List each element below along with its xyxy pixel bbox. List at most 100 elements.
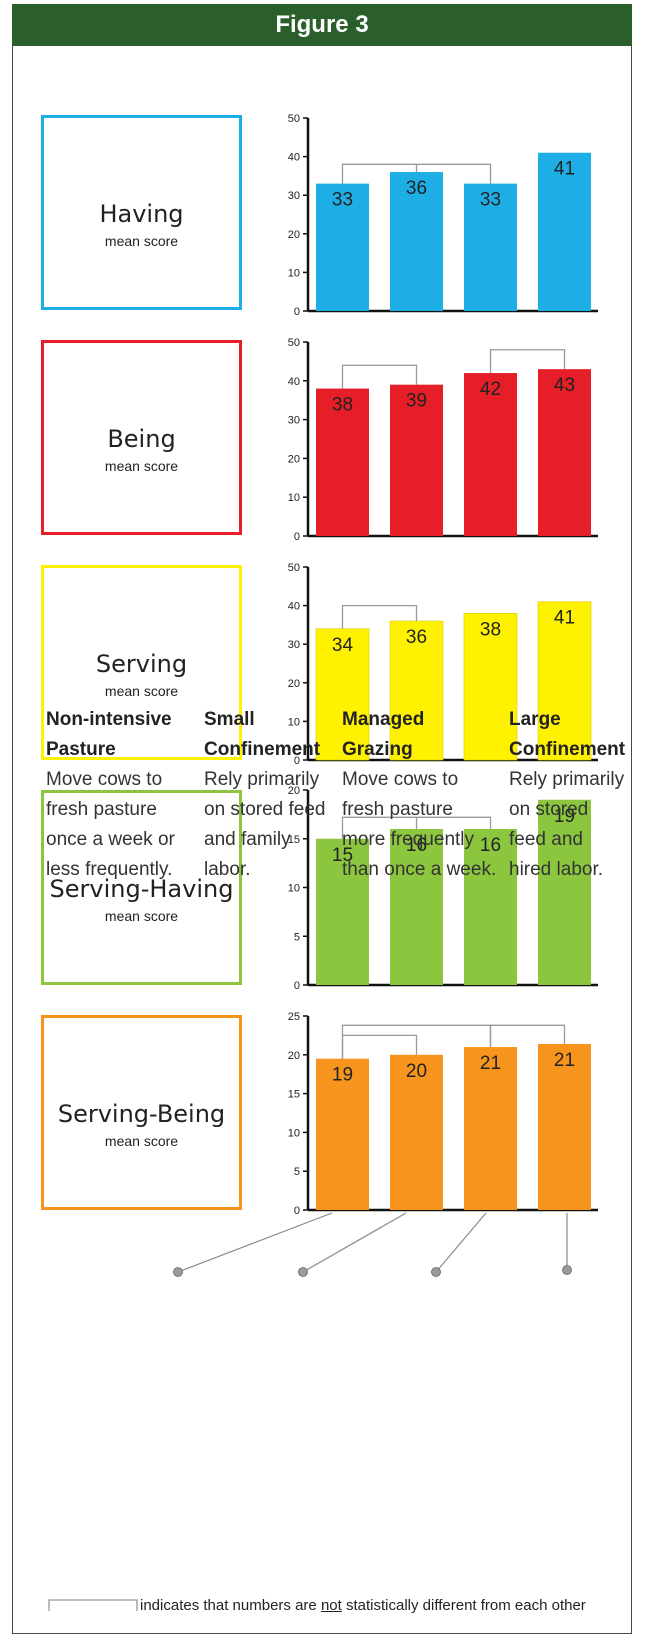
bar-value-label: 15 [332,845,353,866]
bar-value-label: 16 [406,835,427,856]
category-subtitle: mean score [104,683,179,699]
bar [464,373,517,536]
legend-desc-line: more frequently [342,829,475,850]
bar-value-label: 38 [480,619,501,640]
leader-line [177,1212,333,1273]
category-box-serving-having: Serving-Having mean score [41,790,242,985]
y-tick-label: 20 [288,453,300,465]
category-name: Serving [95,650,188,678]
legend-small-confinement: Small Confinement Rely primarily on stor… [204,705,325,885]
y-tick-label: 40 [288,601,300,613]
y-tick-label: 50 [288,337,300,349]
legend-desc-line: less frequently. [46,859,173,880]
bar [390,829,443,985]
category-name: Being [107,425,176,453]
legend-desc-line: feed and [509,829,583,850]
bar [316,1058,369,1210]
category-box-being: Being mean score [41,340,242,535]
bar-value-label: 21 [480,1053,501,1074]
bar-value-label: 39 [406,391,427,412]
y-tick-label: 0 [294,1205,300,1217]
legend-large-confinement: Large Confinement Rely primarily on stor… [509,705,625,885]
bar-value-label: 21 [554,1050,575,1071]
significance-bracket [341,604,418,629]
bar-value-label: 36 [406,178,427,199]
legend-desc-line: fresh pasture [46,799,157,820]
y-tick-label: 30 [288,190,300,202]
significance-bracket [489,349,566,374]
category-subtitle: mean score [104,233,179,249]
y-tick-label: 20 [288,785,300,797]
bar-value-label: 33 [332,190,353,211]
y-tick-label: 5 [294,931,300,943]
legend-desc-line: Rely primarily [204,769,320,790]
bar [538,799,591,985]
legend-title-line: Grazing [342,739,413,760]
bar-value-label: 43 [554,375,575,396]
y-tick-label: 0 [294,306,300,318]
bar [464,183,517,311]
y-tick-label: 0 [294,980,300,992]
category-subtitle: mean score [104,1133,179,1149]
bar [316,388,369,536]
legend-managed-grazing: Managed Grazing Move cows to fresh pastu… [342,705,496,885]
y-tick-label: 30 [288,415,300,427]
bar [538,1043,591,1210]
bar [537,601,592,761]
bar-value-label: 34 [332,635,354,656]
y-tick-label: 15 [288,1089,300,1101]
legend-desc-line: once a week or [46,829,175,850]
leader-line [435,1212,487,1273]
bar [463,613,518,761]
bar [390,172,443,311]
leader-line [302,1212,407,1273]
note-text-pre: indicates that numbers are [140,1597,321,1614]
note-text-underlined: not [320,1597,342,1614]
legend-title-line: Non-intensive [46,709,172,730]
bar-value-label: 19 [554,806,575,827]
legend-desc-line: on stored feed [204,799,326,820]
y-tick-label: 10 [288,883,300,895]
bar [315,628,370,761]
legend-desc-line: on stored [509,799,589,820]
legend-title-line: Small [204,709,255,730]
y-tick-label: 20 [288,229,300,241]
bar [316,183,369,311]
legend-desc-line: Move cows to [342,769,459,790]
bar [390,1054,443,1210]
y-tick-label: 20 [288,1050,300,1062]
legend-desc-line: Rely primarily [509,769,625,790]
bar-value-label: 36 [406,627,427,648]
y-tick-label: 20 [288,678,300,690]
category-box-serving: Serving mean score [41,565,242,760]
legend-title-line: Confinement [204,739,321,760]
y-tick-label: 5 [294,1166,300,1178]
significance-bracket [341,1034,418,1059]
bar-value-label: 33 [480,190,501,211]
leader-bullet [173,1267,183,1277]
bar [316,838,369,985]
legend-title-line: Large [509,709,561,730]
category-name: Serving-Being [57,1100,226,1128]
y-tick-label: 10 [288,492,300,504]
y-tick-label: 40 [288,152,300,164]
bar-value-label: 41 [554,608,575,629]
legend-desc-line: Move cows to [46,769,163,790]
leader-bullet [562,1265,572,1275]
y-tick-label: 0 [294,755,300,767]
bar-value-label: 19 [332,1065,353,1086]
y-tick-label: 10 [288,267,300,279]
legend-non-intensive-pasture: Non-intensive Pasture Move cows to fresh… [46,705,175,885]
y-tick-label: 50 [288,113,300,125]
legend-desc-line: and family [204,829,291,850]
note-text-post: statistically different from each other [341,1597,586,1614]
y-tick-label: 10 [288,1127,300,1139]
bar [464,1047,517,1210]
y-tick-label: 25 [288,1011,300,1023]
bar [390,384,443,536]
y-tick-label: 10 [288,716,300,728]
y-tick-label: 40 [288,376,300,388]
y-tick-label: 0 [294,531,300,543]
bar [389,620,444,761]
bar [538,152,591,311]
